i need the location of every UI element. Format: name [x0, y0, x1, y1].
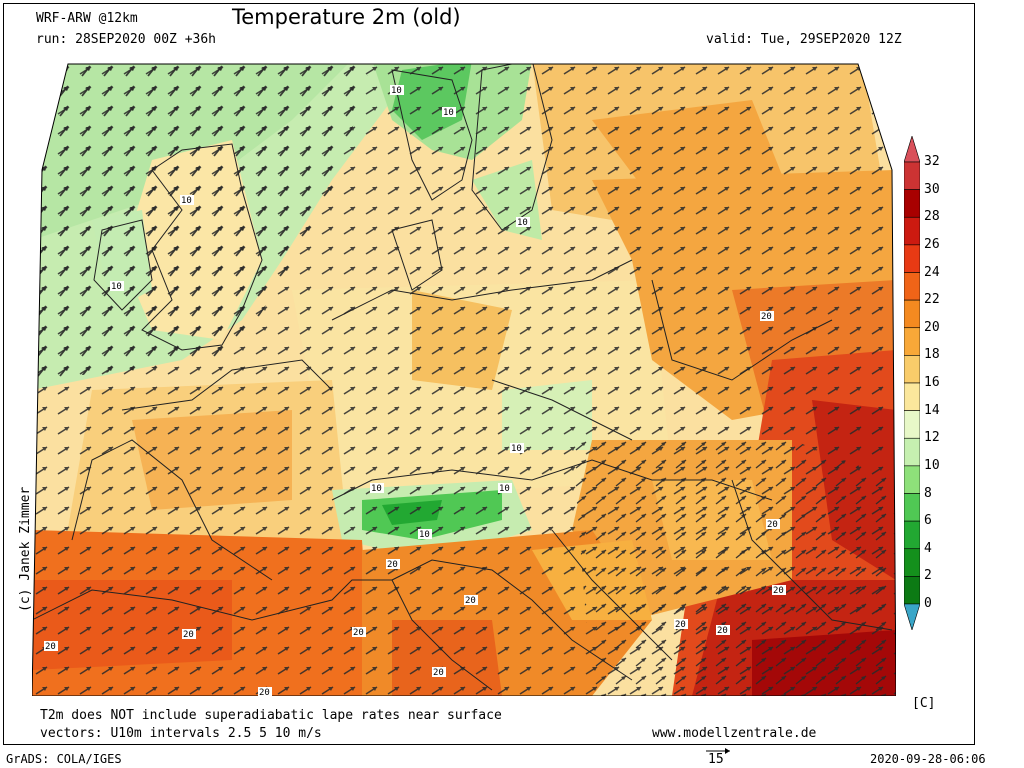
contour-label: 20 [761, 312, 772, 322]
valid-time-label: valid: Tue, 29SEP2020 12Z [706, 32, 902, 47]
vector-info: vectors: U10m intervals 2.5 5 10 m/s [40, 726, 322, 741]
colorbar-swatch [904, 576, 920, 605]
model-label: WRF-ARW @12km [36, 11, 138, 26]
colorbar-swatch [904, 520, 920, 550]
contour-label: 10 [517, 218, 528, 228]
colorbar-swatch [904, 272, 920, 301]
colorbar-tick-label: 10 [924, 457, 940, 473]
colorbar-swatch [904, 548, 920, 577]
colorbar-swatch [904, 382, 920, 411]
website-link[interactable]: www.modellzentrale.de [652, 726, 817, 741]
colorbar-swatch [904, 327, 920, 356]
vector-reference-arrow [706, 748, 730, 754]
colorbar-tick-label: 4 [924, 540, 932, 556]
timestamp-label: 2020-09-28-06:06 [870, 752, 986, 766]
contour-label: 20 [465, 596, 476, 606]
colorbar-swatch [904, 216, 920, 246]
coastlines [32, 64, 893, 691]
contour-label: 20 [675, 620, 686, 630]
colorbar-tick-label: 14 [924, 402, 940, 418]
contour-label: 10 [391, 86, 402, 96]
colorbar-swatch [904, 189, 920, 218]
colorbar-swatch [904, 437, 920, 467]
colorbar-tick-label: 0 [924, 596, 932, 611]
colorbar-tick-label: 30 [924, 181, 940, 197]
temperature-map: 10 10 10 10 10 20 10 10 10 10 20 20 20 2… [32, 63, 896, 696]
figure-frame [3, 3, 975, 745]
colorbar-tick-label: 20 [924, 319, 940, 335]
contour-label: 20 [717, 626, 728, 636]
contour-label: 10 [511, 444, 522, 454]
grads-label: GrADS: COLA/IGES [6, 752, 122, 766]
contour-label: 20 [773, 586, 784, 596]
colorbar-tick-label: 28 [924, 209, 940, 225]
run-label: run: 28SEP2020 00Z +36h [36, 32, 217, 47]
contour-label: 10 [499, 484, 510, 494]
contour-label: 20 [45, 642, 56, 652]
credit-label: (c) Janek Zimmer [18, 486, 33, 612]
colorbar-swatch [904, 244, 920, 273]
contour-label: 10 [111, 282, 122, 292]
vector-reference-value: 15 [708, 752, 724, 767]
footer-note: T2m does NOT include superadiabatic lape… [40, 708, 502, 723]
colorbar-top-tip [904, 136, 920, 163]
colorbar-tick-label: 16 [924, 375, 940, 390]
contour-label: 20 [183, 630, 194, 640]
colorbar-swatch [904, 299, 920, 329]
colorbar-tick-label: 8 [924, 485, 932, 501]
colorbar-tick-label: 32 [924, 154, 940, 169]
colorbar-swatch [904, 410, 920, 439]
contour-label: 10 [419, 530, 430, 540]
colorbar-swatch [904, 465, 920, 494]
colorbar-unit: [C] [912, 696, 936, 711]
contour-label: 20 [387, 560, 398, 570]
contour-label: 20 [353, 628, 364, 638]
contour-labels: 10 10 10 10 10 20 10 10 10 10 20 20 20 2… [44, 85, 786, 696]
colorbar [904, 136, 920, 630]
contour-label: 10 [443, 108, 454, 118]
colorbar-tick-label: 18 [924, 347, 940, 363]
contour-label: 20 [259, 688, 270, 696]
colorbar-tick-label: 12 [924, 430, 940, 446]
colorbar-bottom-tip [904, 603, 920, 630]
colorbar-tick-label: 26 [924, 236, 940, 252]
colorbar-swatch [904, 493, 920, 522]
chart-title: Temperature 2m (old) [232, 5, 461, 29]
contour-label: 10 [371, 484, 382, 494]
colorbar-swatch [904, 355, 920, 384]
colorbar-swatch [904, 161, 920, 190]
colorbar-tick-label: 22 [924, 292, 940, 308]
contour-label: 10 [181, 196, 192, 206]
colorbar-tick-label: 24 [924, 264, 940, 280]
colorbar-tick-label: 2 [924, 568, 932, 584]
colorbar-tick-label: 6 [924, 513, 932, 529]
contour-label: 20 [767, 520, 778, 530]
contour-label: 20 [433, 668, 444, 678]
